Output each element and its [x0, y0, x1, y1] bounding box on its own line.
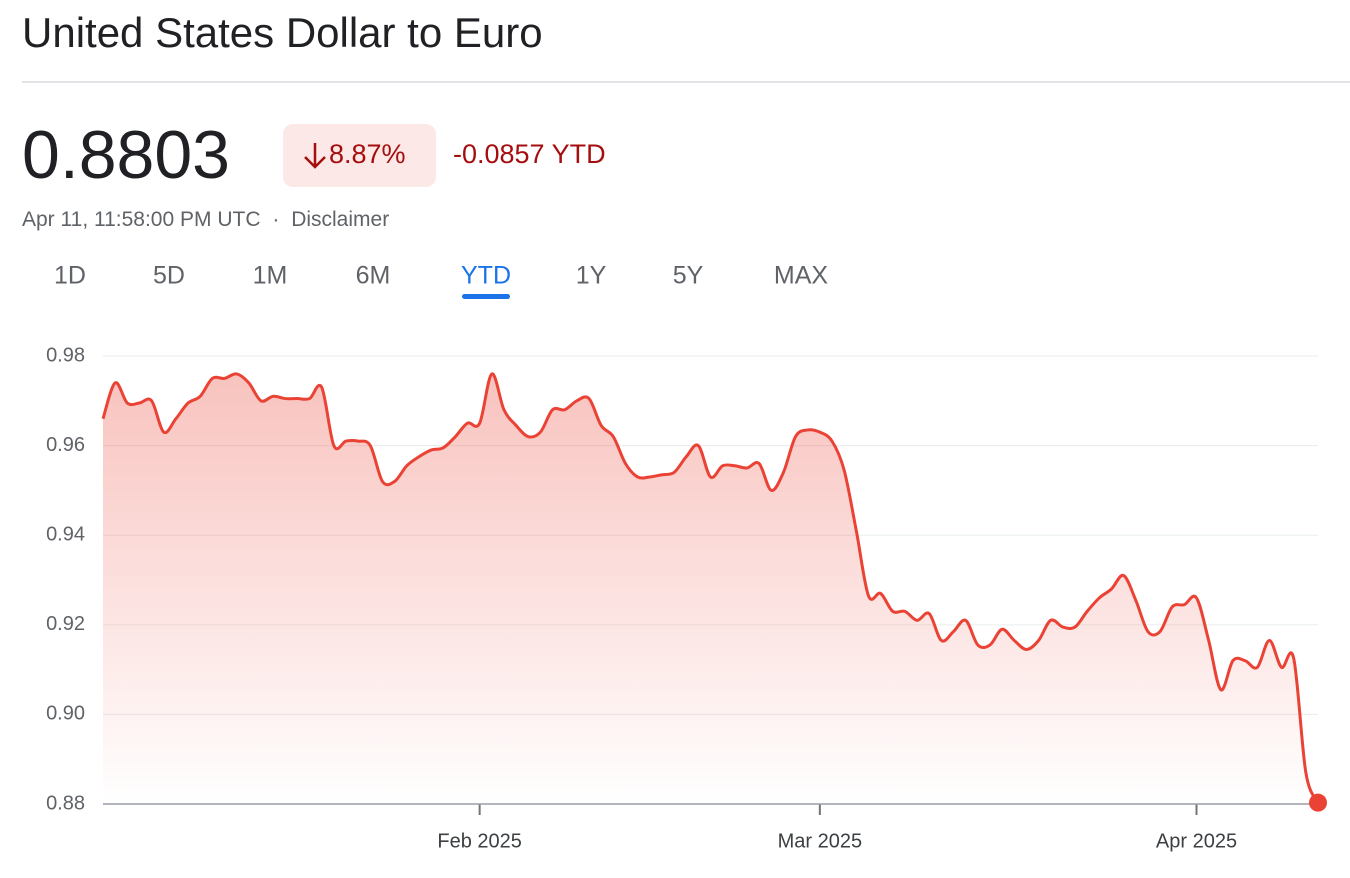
- range-tab[interactable]: 1M: [253, 262, 288, 290]
- selected-tab-indicator: [462, 294, 510, 299]
- range-tab[interactable]: 5D: [153, 262, 185, 290]
- range-tab[interactable]: MAX: [774, 262, 829, 290]
- timestamp-text: Apr 11, 11:58:00 PM UTC: [22, 208, 261, 231]
- x-tick-label: Feb 2025: [437, 830, 522, 852]
- price: 0.8803: [22, 117, 230, 193]
- separator: ·: [272, 208, 279, 231]
- range-tab[interactable]: 6M: [356, 262, 391, 290]
- y-tick-label: 0.98: [46, 344, 85, 366]
- disclaimer-link[interactable]: Disclaimer: [291, 208, 389, 231]
- x-tick-label: Apr 2025: [1156, 830, 1237, 852]
- y-tick-label: 0.96: [46, 434, 85, 456]
- range-tab[interactable]: 1Y: [576, 262, 607, 290]
- y-tick-label: 0.88: [46, 792, 85, 814]
- timestamp: Apr 11, 11:58:00 PM UTC · Disclaimer: [22, 208, 389, 231]
- price-line: [101, 372, 1320, 804]
- range-tab[interactable]: YTD: [461, 262, 511, 290]
- range-tab[interactable]: 5Y: [673, 262, 704, 290]
- range-tab[interactable]: 1D: [54, 262, 86, 290]
- area-fill: [103, 373, 1318, 804]
- x-tick-label: Mar 2025: [778, 830, 863, 852]
- change-percent: 8.87%: [329, 139, 406, 169]
- y-tick-label: 0.90: [46, 703, 85, 725]
- last-point-dot: [1309, 793, 1327, 812]
- change-value: -0.0857 YTD: [453, 139, 606, 169]
- y-tick-label: 0.94: [46, 523, 85, 545]
- title: United States Dollar to Euro: [22, 9, 543, 56]
- down-arrow-icon: [304, 143, 326, 169]
- change-badge: [283, 124, 436, 187]
- y-tick-label: 0.92: [46, 613, 85, 635]
